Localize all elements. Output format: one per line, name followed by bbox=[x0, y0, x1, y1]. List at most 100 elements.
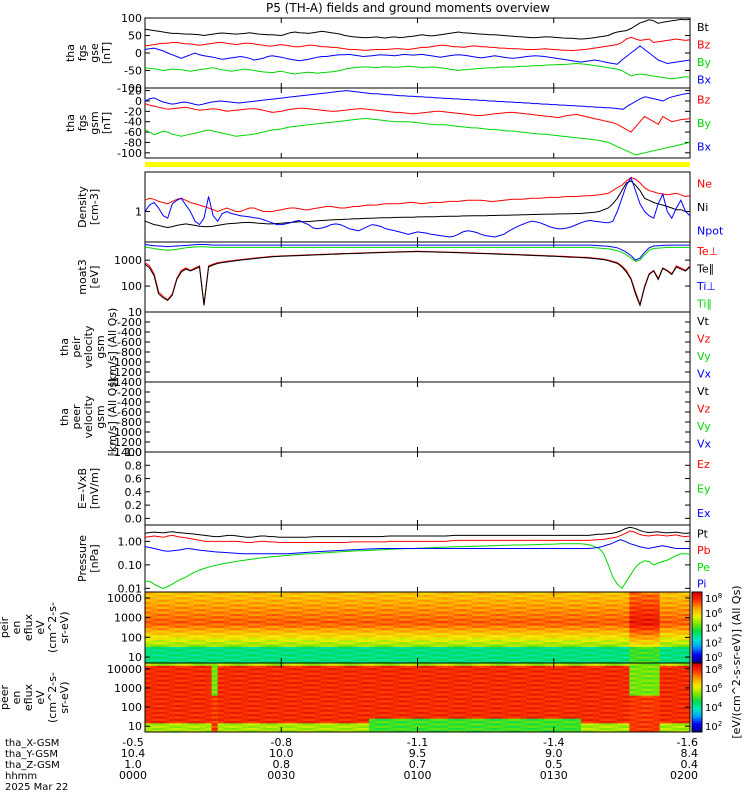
spectrogram-cell bbox=[599, 629, 606, 633]
spectrogram-cell bbox=[181, 603, 188, 607]
spectrogram-cell bbox=[254, 601, 261, 605]
spectrogram-cell bbox=[314, 727, 322, 731]
spectrogram-cell bbox=[508, 711, 515, 715]
spectrogram-cell bbox=[465, 663, 473, 666]
spectrogram-cell bbox=[169, 636, 176, 640]
spectrogram-cell bbox=[465, 692, 473, 696]
spectrogram-cell bbox=[381, 695, 388, 698]
spectrogram-cell bbox=[247, 709, 255, 712]
spectrogram-cell bbox=[405, 665, 412, 669]
spectrogram-cell bbox=[193, 592, 200, 595]
spectrogram-cell bbox=[653, 618, 661, 621]
spectrogram-cell bbox=[187, 669, 194, 673]
spectrogram-cell bbox=[199, 620, 207, 624]
y-axis-label-line: tha bbox=[58, 338, 71, 356]
spectrogram-cell bbox=[199, 729, 207, 733]
spectrogram-cell bbox=[284, 601, 291, 605]
spectrogram-cell bbox=[199, 669, 207, 673]
spectrogram-cell bbox=[478, 681, 485, 685]
spectrogram-cell bbox=[568, 629, 576, 633]
spectrogram-cell bbox=[447, 688, 455, 692]
spectrogram-cell bbox=[284, 686, 291, 689]
spectrogram-cell bbox=[423, 634, 431, 638]
spectrogram-cell bbox=[344, 674, 352, 678]
spectrogram-cell bbox=[411, 692, 418, 696]
spectrogram-cell bbox=[411, 695, 418, 698]
spectrogram-cell bbox=[254, 722, 261, 726]
spectrogram-cell bbox=[338, 713, 346, 717]
spectrogram-cell bbox=[363, 679, 370, 682]
spectrogram-cell bbox=[447, 665, 455, 669]
series-line-fgs_gse-By bbox=[144, 62, 691, 80]
spectrogram-cell bbox=[635, 615, 643, 619]
spectrogram-cell bbox=[205, 625, 213, 628]
spectrogram-cell bbox=[211, 676, 219, 680]
spectrogram-cell bbox=[187, 697, 194, 701]
spectrogram-cell bbox=[266, 669, 273, 673]
spectrogram-cell bbox=[278, 686, 285, 689]
spectrogram-cell bbox=[350, 713, 358, 717]
spectrogram-cell bbox=[272, 713, 279, 717]
spectrogram-cell bbox=[151, 681, 158, 685]
spectrogram-cell bbox=[235, 718, 243, 721]
spectrogram-cell bbox=[211, 706, 219, 710]
spectrogram-cell bbox=[520, 648, 527, 652]
spectrogram-cell bbox=[363, 715, 370, 719]
spectrogram-cell bbox=[193, 615, 200, 619]
spectrogram-cell bbox=[478, 639, 485, 643]
spectrogram-cell bbox=[381, 681, 388, 685]
spectrogram-cell bbox=[326, 725, 334, 728]
spectrogram-cell bbox=[411, 646, 418, 650]
spectrogram-cell bbox=[623, 632, 630, 636]
spectrogram-cell bbox=[223, 702, 231, 705]
spectrogram-cell bbox=[532, 699, 540, 703]
spectrogram-cell bbox=[435, 644, 443, 647]
spectrogram-cell bbox=[235, 665, 243, 669]
spectrogram-cell bbox=[574, 634, 582, 638]
spectrogram-cell bbox=[490, 697, 497, 701]
spectrogram-cell bbox=[175, 706, 182, 710]
spectrogram-cell bbox=[369, 594, 376, 598]
spectrogram-cell bbox=[163, 601, 170, 605]
spectrogram-cell bbox=[496, 606, 503, 610]
spectrogram-cell bbox=[344, 681, 352, 685]
spectrogram-cell bbox=[272, 634, 279, 638]
spectrogram-cell bbox=[272, 688, 279, 692]
spectrogram-cell bbox=[623, 629, 630, 633]
spectrogram-cell bbox=[484, 641, 491, 645]
spectrogram-cell bbox=[393, 722, 400, 726]
spectrogram-cell bbox=[157, 690, 164, 694]
spectrogram-cell bbox=[484, 629, 491, 633]
spectrogram-cell bbox=[290, 674, 297, 678]
y-axis-label: tha fgs gse [nT] bbox=[64, 42, 113, 64]
spectrogram-cell bbox=[459, 625, 467, 628]
spectrogram-cell bbox=[587, 627, 594, 631]
spectrogram-cell bbox=[411, 594, 418, 598]
spectrogram-cell bbox=[369, 706, 376, 710]
spectrogram-cell bbox=[502, 674, 509, 678]
spectrogram-cell bbox=[447, 648, 455, 652]
spectrogram-cell bbox=[284, 618, 291, 621]
spectrogram-cell bbox=[417, 665, 425, 669]
spectrogram-cell bbox=[502, 636, 509, 640]
spectrogram-cell bbox=[157, 704, 164, 708]
spectrogram-cell bbox=[623, 592, 630, 595]
spectrogram-cell bbox=[574, 644, 582, 647]
spectrogram-cell bbox=[387, 634, 394, 638]
spectrogram-cell bbox=[435, 729, 443, 733]
spectrogram-cell bbox=[387, 610, 394, 614]
spectrogram-cell bbox=[599, 651, 606, 655]
spectrogram-cell bbox=[157, 718, 164, 721]
spectrogram-cell bbox=[514, 697, 521, 701]
spectrogram-cell bbox=[574, 653, 582, 657]
spectrogram-cell bbox=[381, 636, 388, 640]
spectrogram-cell bbox=[199, 636, 207, 640]
spectrogram-cell bbox=[223, 606, 231, 610]
spectrogram-cell bbox=[211, 634, 219, 638]
spectrogram-cell bbox=[532, 625, 540, 628]
spectrogram-cell bbox=[363, 676, 370, 680]
spectrogram-cell bbox=[217, 688, 225, 692]
spectrogram-cell bbox=[617, 632, 624, 636]
spectrogram-cell bbox=[284, 681, 291, 685]
spectrogram-cell bbox=[375, 718, 382, 721]
